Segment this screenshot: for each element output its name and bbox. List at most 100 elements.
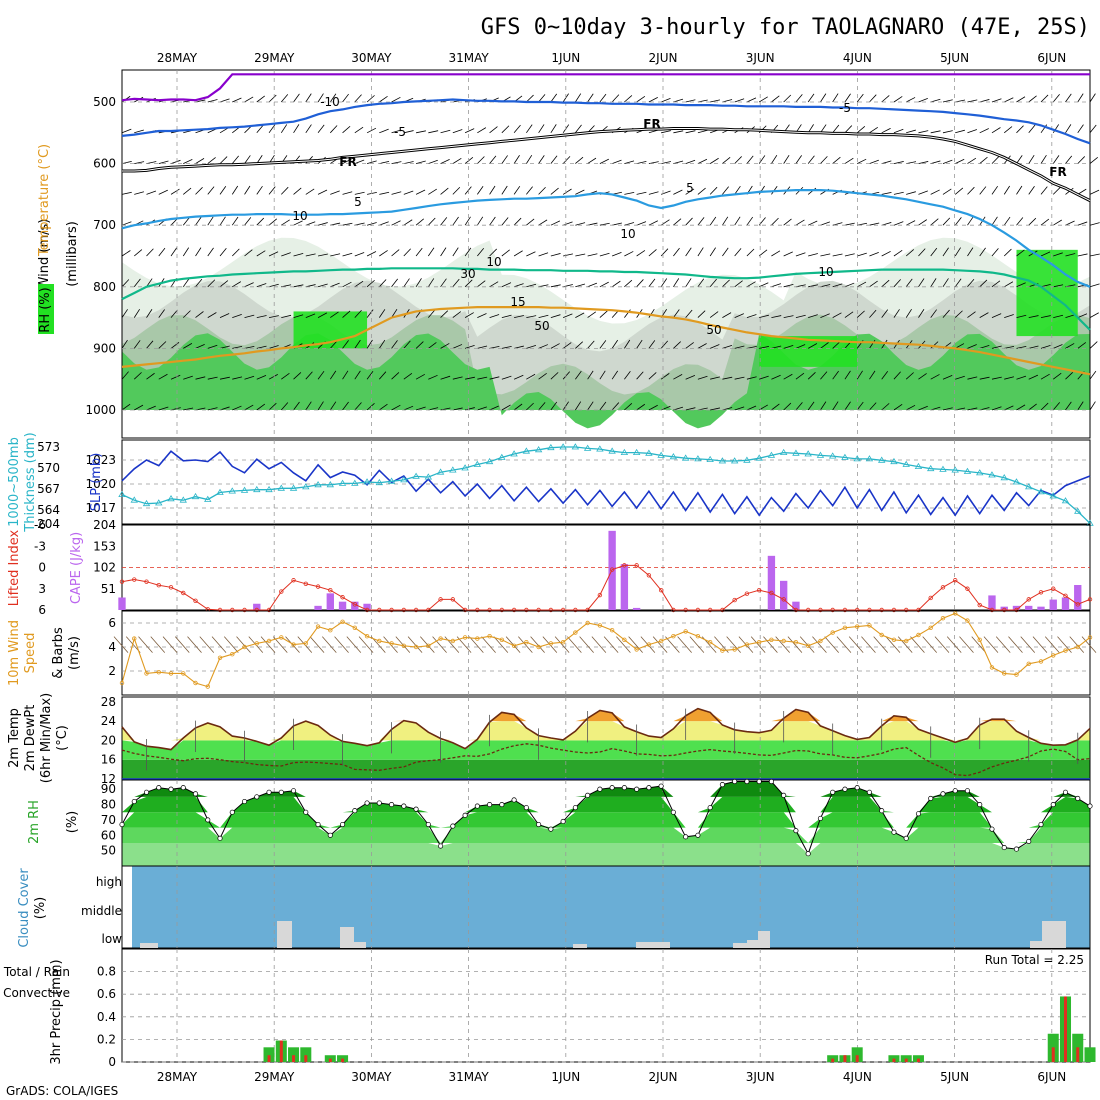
dewpoint-line bbox=[121, 743, 1091, 777]
wind-barb bbox=[575, 124, 582, 134]
wind-barb bbox=[709, 278, 717, 288]
wind-marker bbox=[1002, 671, 1007, 676]
wind-barb bbox=[636, 96, 646, 103]
wind-barb bbox=[893, 309, 900, 318]
wind-barb bbox=[807, 401, 815, 411]
wind-barb bbox=[232, 376, 243, 380]
wind-barb bbox=[673, 341, 681, 349]
wind-barb bbox=[550, 401, 558, 411]
wind-barb bbox=[427, 247, 435, 257]
wind-barb bbox=[905, 278, 913, 288]
wind-marker bbox=[401, 643, 407, 648]
rh-marker bbox=[290, 788, 297, 794]
wind-barb bbox=[832, 341, 841, 349]
wind-barb bbox=[795, 155, 802, 164]
precip-convective-bar bbox=[1076, 1047, 1080, 1062]
thickness-marker bbox=[632, 448, 641, 455]
wind-barb bbox=[734, 376, 745, 380]
wind-barb bbox=[869, 309, 877, 318]
wind-barb bbox=[195, 376, 206, 380]
wind-barb bbox=[1028, 315, 1039, 318]
rh-marker bbox=[866, 789, 872, 795]
wind-barb bbox=[121, 339, 128, 349]
rh-marker bbox=[487, 802, 493, 808]
wind-barb bbox=[599, 252, 610, 257]
wind-barb bbox=[918, 278, 925, 288]
wind-barb bbox=[379, 403, 388, 411]
panel-frame bbox=[121, 439, 1091, 525]
temp-tick: 20 bbox=[101, 733, 116, 747]
li-marker bbox=[487, 607, 492, 613]
wind-barb bbox=[734, 216, 741, 226]
wind-barb bbox=[991, 185, 998, 195]
wind-barb bbox=[697, 375, 708, 380]
wind-barb bbox=[673, 278, 680, 288]
wind-barb bbox=[121, 371, 129, 380]
wind-barb bbox=[342, 340, 349, 349]
wind-barb bbox=[378, 339, 386, 349]
wind-marker bbox=[818, 638, 823, 644]
rh-marker bbox=[303, 809, 309, 815]
thickness-marker bbox=[142, 499, 151, 507]
wind-barb bbox=[440, 187, 449, 195]
axis-label: SLP (mb) bbox=[89, 453, 104, 512]
rh-marker bbox=[1050, 802, 1056, 808]
wind-barb bbox=[378, 309, 386, 318]
wind-barb bbox=[1065, 372, 1074, 380]
wind-barb bbox=[759, 282, 769, 288]
li-marker bbox=[426, 607, 431, 613]
wind-barb bbox=[624, 403, 633, 411]
wind-barb bbox=[934, 636, 950, 653]
wind-barb bbox=[366, 370, 374, 380]
wind-barb bbox=[526, 373, 536, 380]
wind-barb bbox=[918, 130, 929, 134]
date-label: 29MAY bbox=[254, 1070, 295, 1084]
wind-barb bbox=[587, 282, 598, 288]
thickness-tick: 570 bbox=[37, 461, 60, 475]
wind-barb bbox=[305, 124, 312, 134]
li-tick: -3 bbox=[34, 539, 46, 553]
rh-marker bbox=[536, 821, 542, 828]
wind-barb bbox=[685, 159, 696, 164]
wind-barb bbox=[207, 99, 218, 103]
cloud-bar bbox=[340, 927, 354, 948]
wind-marker bbox=[389, 641, 394, 646]
wind-barb bbox=[942, 278, 949, 288]
temp-band-12-16 bbox=[122, 759, 1090, 779]
wind-barb bbox=[403, 190, 414, 195]
thickness-marker bbox=[755, 454, 763, 461]
wind-barb bbox=[991, 98, 1002, 103]
thickness-marker bbox=[792, 449, 800, 456]
rh-marker bbox=[707, 805, 713, 811]
wind-barb bbox=[550, 93, 558, 103]
wind-marker bbox=[842, 625, 848, 630]
wind-marker bbox=[1038, 659, 1044, 664]
wind-barb bbox=[648, 404, 658, 411]
wind-barb bbox=[518, 636, 533, 653]
wind-barb bbox=[836, 636, 852, 653]
li-marker bbox=[965, 586, 970, 591]
bottom-date-axis: 28MAY 29MAY 30MAY 31MAY 1JUN 2JUN 3JUN 4JUN 5JUN… bbox=[157, 1070, 1066, 1084]
wind-barb bbox=[305, 221, 316, 226]
wind-barb bbox=[991, 345, 1002, 349]
wind-barb bbox=[893, 403, 903, 411]
wind-barb bbox=[808, 220, 818, 226]
li-marker bbox=[867, 607, 872, 613]
wind-barb bbox=[562, 188, 572, 195]
wind-barb bbox=[452, 216, 459, 226]
rh-marker bbox=[266, 789, 272, 795]
wind-barb bbox=[893, 371, 901, 380]
wind-barb bbox=[783, 218, 792, 226]
wind-barb bbox=[293, 401, 300, 411]
wind-barb bbox=[305, 93, 312, 103]
wind-barb bbox=[575, 283, 586, 288]
wind-barb bbox=[256, 403, 266, 411]
rh-tick: 80 bbox=[101, 798, 116, 812]
wind-barb bbox=[967, 344, 977, 349]
li-marker bbox=[707, 607, 713, 613]
wind-barb bbox=[133, 278, 141, 288]
wind-barb bbox=[795, 372, 805, 380]
wind-barb bbox=[513, 283, 524, 288]
wind-barb bbox=[121, 128, 132, 134]
wind-barb bbox=[501, 217, 509, 226]
